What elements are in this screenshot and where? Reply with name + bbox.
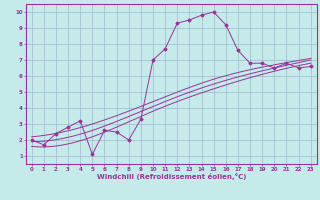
X-axis label: Windchill (Refroidissement éolien,°C): Windchill (Refroidissement éolien,°C) [97,173,246,180]
